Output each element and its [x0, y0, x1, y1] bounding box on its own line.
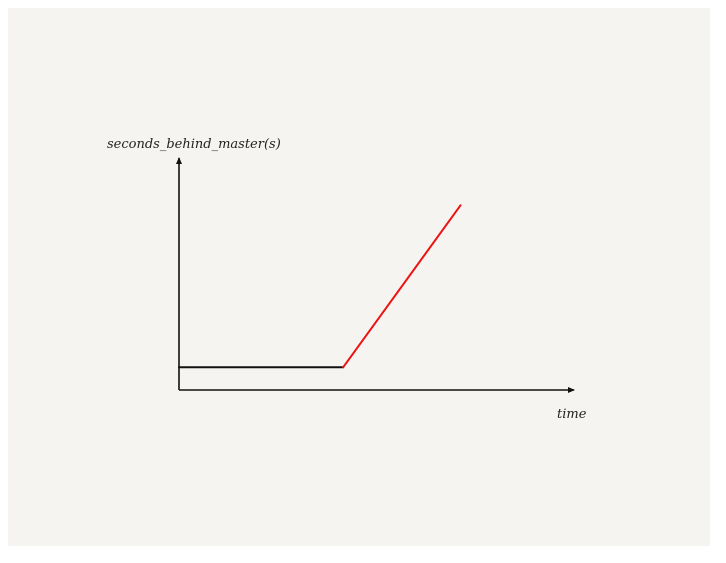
- series-layer: [178, 204, 462, 369]
- series-line-2: [342, 204, 462, 369]
- chart-background: [8, 8, 710, 546]
- y-axis-label: seconds_behind_master(s): [107, 137, 281, 152]
- x-axis-label: time: [557, 407, 587, 422]
